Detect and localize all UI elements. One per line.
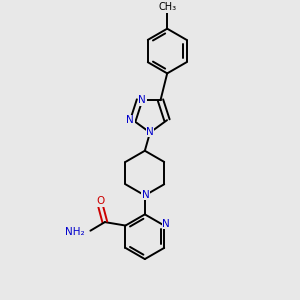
Text: N: N <box>146 127 154 137</box>
Text: N: N <box>162 219 170 229</box>
Text: NH₂: NH₂ <box>64 227 84 237</box>
Text: N: N <box>142 190 149 200</box>
Text: CH₃: CH₃ <box>158 2 176 12</box>
Text: O: O <box>97 196 105 206</box>
Text: N: N <box>138 95 146 105</box>
Text: N: N <box>126 115 134 125</box>
